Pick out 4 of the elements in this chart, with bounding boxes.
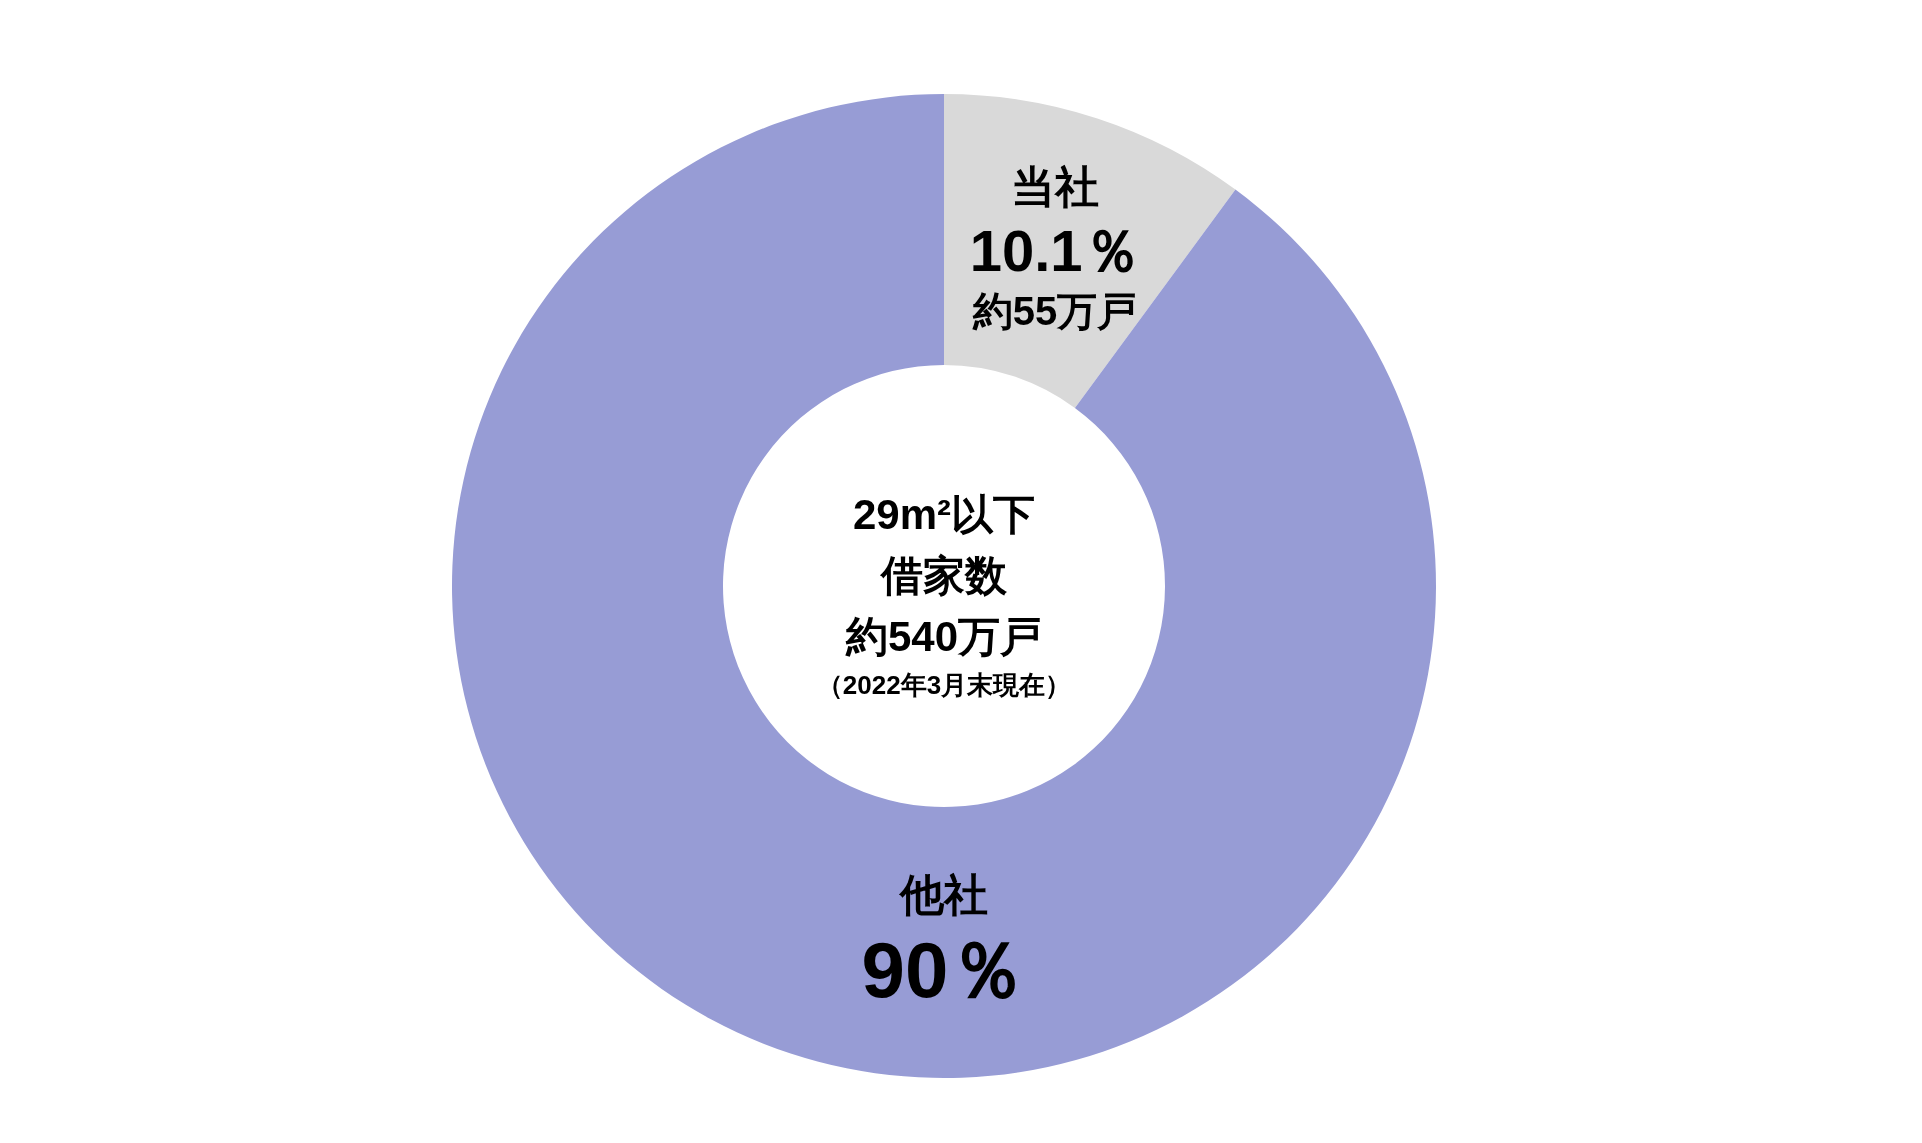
annotation: 約540万戸: [845, 612, 1043, 660]
annotation: 借家数: [881, 551, 1007, 599]
annotation: （2022年3月末現在）: [816, 670, 1072, 701]
annotation: 29m²以下: [852, 490, 1036, 538]
